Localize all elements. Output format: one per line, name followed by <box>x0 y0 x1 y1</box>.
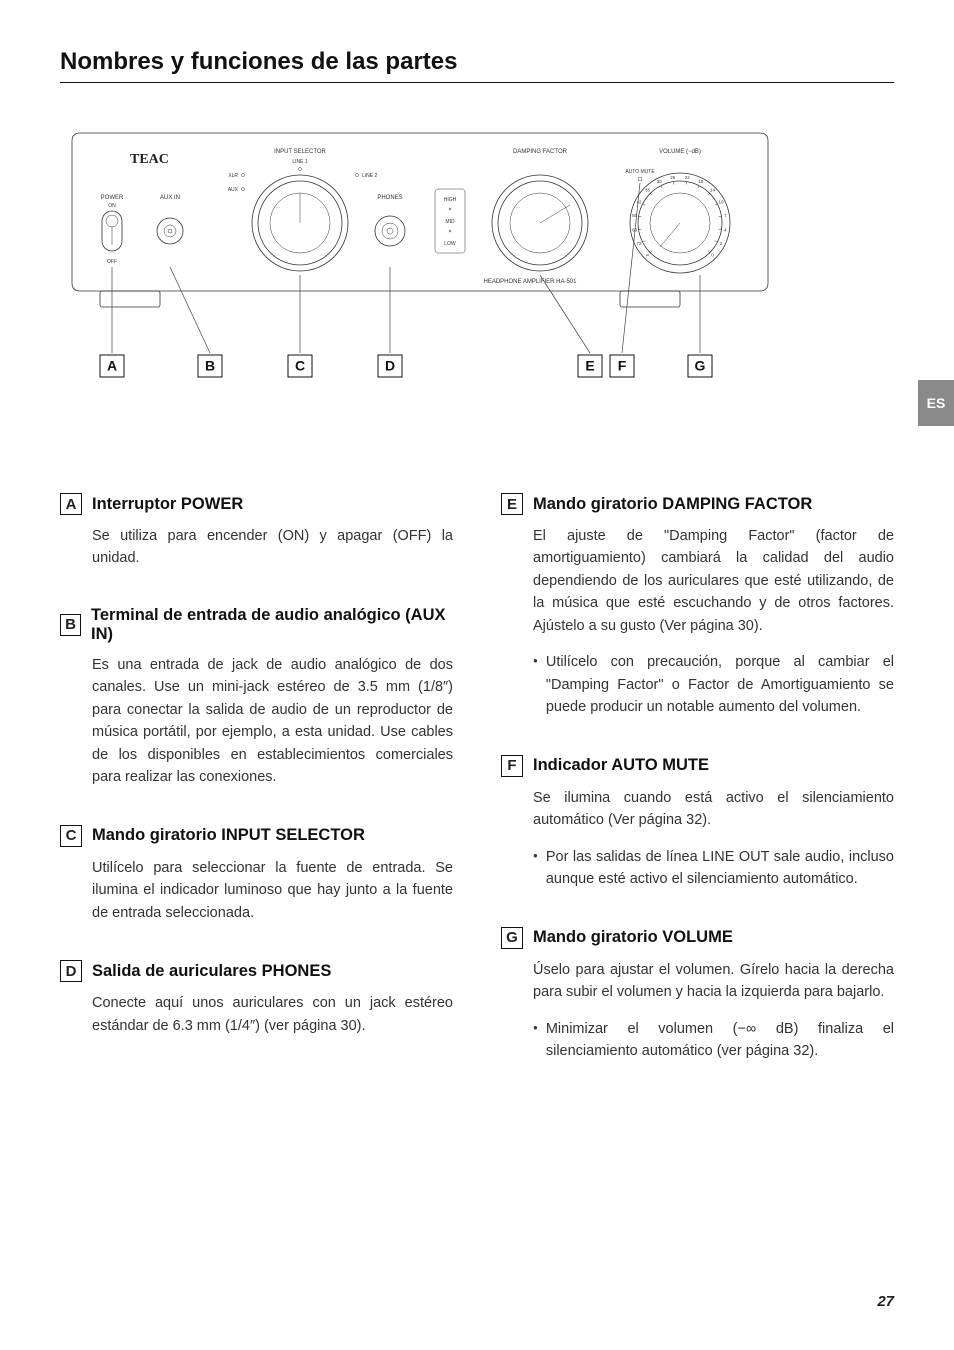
svg-text:14: 14 <box>710 188 716 193</box>
svg-text:60: 60 <box>632 227 638 232</box>
section-letter: F <box>501 755 523 777</box>
svg-text:AUX IN: AUX IN <box>160 195 180 201</box>
section-title: Mando giratorio DAMPING FACTOR <box>533 495 812 514</box>
bullet-item: Utilícelo con precaución, porque al camb… <box>533 651 894 718</box>
section-C: C Mando giratorio INPUT SELECTOR Utilíce… <box>60 825 453 924</box>
svg-text:INPUT SELECTOR: INPUT SELECTOR <box>274 149 326 155</box>
svg-text:C: C <box>295 358 305 374</box>
device-diagram: TEAC POWER ON OFF AUX IN INPUT SELECTOR … <box>60 123 894 403</box>
section-B: B Terminal de entrada de audio analógico… <box>60 606 453 789</box>
section-title: Salida de auriculares PHONES <box>92 962 331 981</box>
svg-text:HEADPHONE AMPLIFIER HA-501: HEADPHONE AMPLIFIER HA-501 <box>483 279 577 285</box>
section-letter: D <box>60 960 82 982</box>
section-body: Úselo para ajustar el volumen. Gírelo ha… <box>501 959 894 1004</box>
svg-text:VOLUME (−dB): VOLUME (−dB) <box>659 149 701 155</box>
section-title: Mando giratorio INPUT SELECTOR <box>92 826 365 845</box>
section-G: G Mando giratorio VOLUME Úselo para ajus… <box>501 927 894 1063</box>
section-F: F Indicador AUTO MUTE Se ilumina cuando … <box>501 755 894 891</box>
volume-dial: ∞72605042363026221814107420 <box>630 173 730 273</box>
bullet-item: Por las salidas de línea LINE OUT sale a… <box>533 846 894 891</box>
left-column: A Interruptor POWER Se utiliza para ence… <box>60 493 453 1099</box>
callout-D: D <box>378 355 402 377</box>
svg-text:LOW: LOW <box>444 241 456 247</box>
svg-text:B: B <box>205 358 215 374</box>
svg-text:LINE 2: LINE 2 <box>362 173 378 179</box>
callout-E: E <box>578 355 602 377</box>
svg-text:42: 42 <box>636 199 642 204</box>
svg-text:DAMPING FACTOR: DAMPING FACTOR <box>513 149 568 155</box>
section-title: Indicador AUTO MUTE <box>533 756 709 775</box>
right-column: E Mando giratorio DAMPING FACTOR El ajus… <box>501 493 894 1099</box>
section-body: Utilícelo para seleccionar la fuente de … <box>60 857 453 924</box>
section-letter: E <box>501 493 523 515</box>
svg-text:D: D <box>385 358 395 374</box>
svg-text:2: 2 <box>720 241 723 246</box>
callout-F: F <box>610 355 634 377</box>
svg-text:72: 72 <box>636 241 642 246</box>
callout-A: A <box>100 355 124 377</box>
svg-text:LINE 1: LINE 1 <box>292 159 308 165</box>
svg-text:30: 30 <box>657 179 663 184</box>
svg-text:18: 18 <box>698 179 704 184</box>
section-letter: B <box>60 614 81 636</box>
page-number: 27 <box>877 1293 894 1310</box>
section-title: Mando giratorio VOLUME <box>533 928 733 947</box>
svg-text:OFF: OFF <box>107 259 117 265</box>
section-E: E Mando giratorio DAMPING FACTOR El ajus… <box>501 493 894 719</box>
svg-text:ON: ON <box>108 203 116 209</box>
svg-text:0: 0 <box>711 253 714 258</box>
section-body: Es una entrada de jack de audio analógic… <box>60 654 453 789</box>
svg-text:PHONES: PHONES <box>377 195 402 201</box>
bullet-item: Minimizar el volumen (−∞ dB) finaliza el… <box>533 1018 894 1063</box>
callout-C: C <box>288 355 312 377</box>
svg-text:22: 22 <box>685 175 691 180</box>
svg-text:10: 10 <box>718 199 724 204</box>
brand-text: TEAC <box>130 152 169 167</box>
section-D: D Salida de auriculares PHONES Conecte a… <box>60 960 453 1037</box>
svg-text:AUTO MUTE: AUTO MUTE <box>625 169 655 175</box>
callout-B: B <box>198 355 222 377</box>
svg-text:E: E <box>585 358 594 374</box>
section-body: Se ilumina cuando está activo el silenci… <box>501 787 894 832</box>
svg-text:MID: MID <box>445 219 455 225</box>
svg-text:4: 4 <box>724 227 727 232</box>
section-letter: A <box>60 493 82 515</box>
content-columns: A Interruptor POWER Se utiliza para ence… <box>60 493 894 1099</box>
svg-text:A: A <box>107 358 117 374</box>
section-title: Interruptor POWER <box>92 495 243 514</box>
svg-text:26: 26 <box>670 175 676 180</box>
svg-text:HIGH: HIGH <box>444 197 457 203</box>
page-title: Nombres y funciones de las partes <box>60 48 894 83</box>
svg-text:XLR: XLR <box>228 173 238 179</box>
callout-G: G <box>688 355 712 377</box>
section-body: Conecte aquí unos auriculares con un jac… <box>60 992 453 1037</box>
svg-text:50: 50 <box>632 213 638 218</box>
section-A: A Interruptor POWER Se utiliza para ence… <box>60 493 453 570</box>
svg-text:AUX: AUX <box>228 187 239 193</box>
svg-text:POWER: POWER <box>101 195 124 201</box>
svg-text:∞: ∞ <box>646 253 649 258</box>
section-letter: C <box>60 825 82 847</box>
svg-text:7: 7 <box>724 213 727 218</box>
svg-text:F: F <box>618 358 627 374</box>
svg-text:36: 36 <box>645 188 651 193</box>
section-body: El ajuste de "Damping Factor" (factor de… <box>501 525 894 637</box>
language-tab: ES <box>918 380 954 426</box>
section-title: Terminal de entrada de audio analógico (… <box>91 606 453 644</box>
svg-text:G: G <box>695 358 706 374</box>
section-letter: G <box>501 927 523 949</box>
section-body: Se utiliza para encender (ON) y apagar (… <box>60 525 453 570</box>
